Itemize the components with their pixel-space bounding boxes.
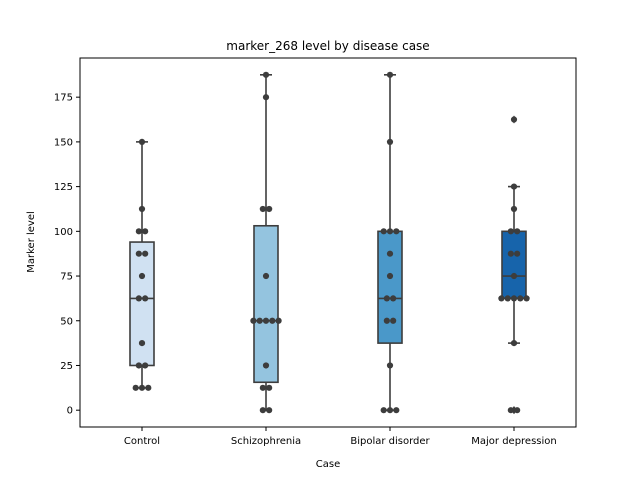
data-point — [135, 362, 142, 369]
y-tick-label: 150 — [54, 137, 73, 148]
data-point — [138, 384, 146, 391]
x-tick-label: Bipolar disorder — [350, 436, 430, 447]
x-tick-label: Schizophrenia — [231, 436, 301, 447]
data-point — [259, 205, 266, 213]
data-point — [393, 407, 400, 414]
box — [377, 230, 403, 344]
data-point — [386, 407, 394, 414]
data-point — [390, 295, 397, 302]
x-tick-label: Major depression — [471, 436, 557, 447]
y-tick-label: 75 — [60, 272, 73, 283]
data-point — [523, 295, 530, 302]
data-point — [514, 407, 521, 414]
data-point — [132, 384, 139, 391]
data-point — [256, 317, 263, 324]
data-point — [507, 228, 514, 235]
data-point — [504, 295, 511, 302]
data-point — [262, 317, 270, 324]
data-point — [266, 205, 273, 213]
data-point — [510, 340, 518, 347]
data-point — [135, 295, 142, 302]
y-tick-label: 50 — [60, 316, 73, 327]
x-axis-label: Case — [316, 459, 340, 470]
x-tick-label: Control — [124, 436, 160, 447]
data-point — [386, 71, 394, 78]
data-point — [142, 362, 149, 369]
data-point — [380, 407, 387, 414]
data-point — [250, 317, 257, 324]
y-tick-label: 175 — [54, 93, 73, 104]
data-point — [507, 250, 514, 257]
data-point — [386, 228, 394, 235]
data-point — [259, 384, 266, 391]
data-point — [386, 138, 394, 145]
data-point — [383, 295, 390, 302]
data-point — [262, 94, 270, 101]
data-point — [145, 384, 152, 391]
data-point — [262, 272, 270, 280]
data-point — [510, 205, 518, 213]
data-point — [507, 407, 514, 414]
data-point — [262, 71, 270, 78]
plot-area: 0 25 50 75 100 125 150 175 Control Schizophrenia B… — [54, 57, 577, 447]
chart-title: marker_268 level by disease case — [226, 39, 429, 53]
data-point — [269, 317, 276, 324]
data-point — [380, 228, 387, 235]
data-point — [498, 295, 505, 302]
y-tick-label: 25 — [60, 361, 73, 372]
y-tick-label: 100 — [54, 227, 73, 238]
data-point — [510, 295, 518, 302]
data-point — [142, 228, 149, 235]
data-point — [393, 228, 400, 235]
data-point — [135, 228, 142, 235]
y-tick-label: 125 — [54, 182, 73, 193]
box — [129, 241, 155, 367]
box — [253, 224, 279, 384]
data-point — [386, 362, 394, 369]
data-point — [138, 272, 146, 280]
data-point — [259, 407, 266, 414]
box — [501, 230, 527, 300]
data-point — [386, 250, 394, 257]
data-point — [510, 116, 518, 123]
data-point — [142, 295, 149, 302]
data-point — [266, 407, 273, 414]
data-point — [138, 340, 146, 347]
data-point — [262, 362, 270, 369]
data-point — [275, 317, 282, 324]
y-axis-label: Marker level — [26, 211, 37, 273]
data-point — [138, 138, 146, 145]
data-point — [135, 250, 142, 257]
y-tick-label: 0 — [67, 406, 73, 417]
data-point — [390, 317, 397, 324]
data-point — [510, 183, 518, 190]
data-point — [514, 228, 521, 235]
data-point — [138, 205, 146, 213]
plot-frame — [79, 57, 577, 428]
data-point — [517, 295, 524, 302]
data-point — [386, 272, 394, 280]
data-point — [266, 384, 273, 391]
data-point — [514, 250, 521, 257]
data-point — [142, 250, 149, 257]
data-point — [510, 272, 518, 280]
data-point — [383, 317, 390, 324]
